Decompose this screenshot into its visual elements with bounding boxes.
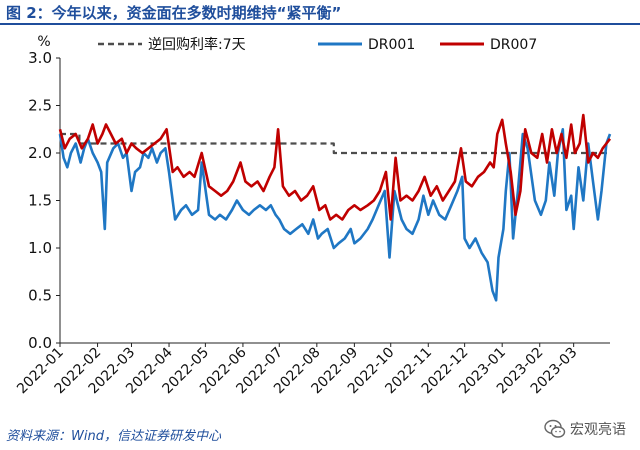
y-tick-label: 2.0 — [28, 144, 52, 162]
y-tick-label: 0.0 — [28, 334, 52, 352]
legend-label-3: DR007 — [490, 37, 537, 53]
y-tick-label: 0.5 — [28, 287, 52, 305]
watermark-label: 宏观亮语 — [570, 422, 626, 438]
y-unit-label: % — [37, 34, 50, 50]
legend-label-2: DR001 — [368, 37, 415, 53]
watermark: 宏观亮语 — [544, 418, 626, 440]
y-tick-label: 3.0 — [28, 49, 52, 67]
figure-title: 图 2：今年以来，资金面在多数时期维持“紧平衡” — [6, 4, 342, 22]
title-rule — [0, 23, 640, 25]
wechat-icon — [544, 419, 566, 438]
y-tick-label: 1.0 — [28, 239, 52, 257]
y-tick-label: 2.5 — [28, 97, 52, 115]
source-note: 资料来源：Wind，信达证券研发中心 — [6, 429, 221, 444]
legend-label-1: 逆回购利率:7天 — [148, 36, 246, 53]
series-line-3 — [58, 113, 612, 221]
y-tick-label: 1.5 — [28, 192, 52, 210]
